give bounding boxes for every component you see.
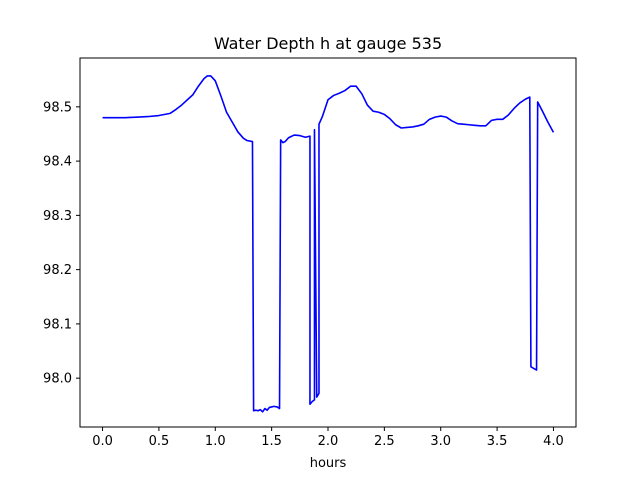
plot-area (102, 75, 555, 413)
x-tick-label: 1.5 (261, 434, 282, 449)
chart-title: Water Depth h at gauge 535 (214, 34, 442, 53)
y-tick-label: 98.4 (43, 155, 72, 170)
y-tick-label: 98.5 (43, 100, 72, 115)
series-line-0 (102, 75, 555, 413)
y-tick-label: 98.3 (43, 209, 72, 224)
x-axis: 0.0 0.5 1.0 1.5 2.0 2.5 3.0 3.5 4.0 (92, 427, 564, 449)
x-tick-label: 0.5 (149, 434, 170, 449)
x-tick-label: 3.0 (430, 434, 451, 449)
x-tick-label: 1.0 (205, 434, 226, 449)
x-tick-label: 2.5 (374, 434, 395, 449)
y-tick-label: 98.1 (43, 317, 72, 332)
x-tick-label: 3.5 (487, 434, 508, 449)
y-axis: 98.0 98.1 98.2 98.3 98.4 98.5 (43, 100, 80, 387)
x-axis-label: hours (310, 456, 347, 471)
x-tick-label: 4.0 (543, 434, 564, 449)
y-tick-label: 98.2 (43, 263, 72, 278)
x-tick-label: 2.0 (318, 434, 339, 449)
y-tick-label: 98.0 (43, 372, 72, 387)
x-tick-label: 0.0 (92, 434, 113, 449)
